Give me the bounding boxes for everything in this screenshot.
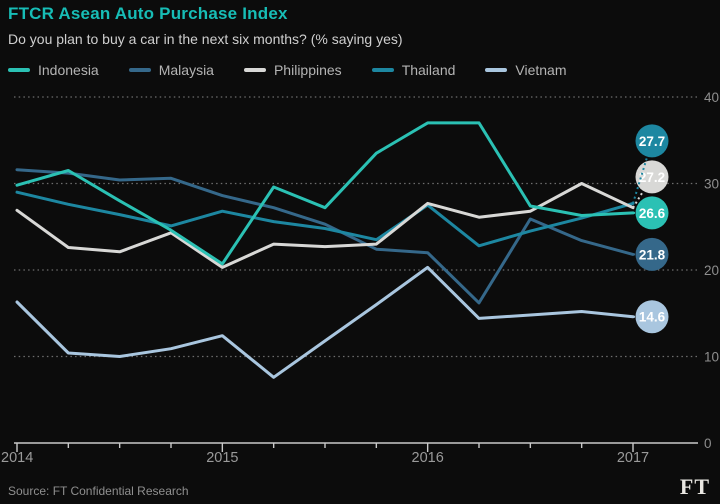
end-badge-value: 27.7: [639, 134, 665, 149]
indonesia-line-swatch-icon: [8, 68, 30, 72]
y-axis-tick-label: 30: [704, 177, 719, 192]
end-badge-value: 26.6: [639, 206, 666, 221]
malaysia-line: [15, 168, 635, 305]
vietnam-line: [15, 265, 635, 379]
ft-logo: FT: [679, 474, 710, 499]
legend-label: Thailand: [401, 62, 456, 78]
thailand-end-badge: [635, 124, 669, 158]
legend-label: Philippines: [273, 62, 342, 78]
y-axis-tick-label: 20: [704, 263, 719, 278]
legend-label: Malaysia: [158, 62, 214, 78]
legend-item-thailand: Thailand: [371, 62, 456, 78]
philippines-line-swatch-icon: [243, 68, 266, 72]
vietnam-line-swatch-icon: [485, 68, 508, 72]
legend-item-vietnam: Vietnam: [485, 62, 567, 78]
source-note: Source: FT Confidential Research: [8, 484, 189, 498]
page-title: FTCR Asean Auto Purchase Index: [8, 4, 288, 23]
vietnam-end-badge: [635, 300, 669, 334]
malaysia-line-swatch-icon: [128, 68, 151, 72]
indonesia-line: [15, 121, 635, 266]
chart-subtitle: Do you plan to buy a car in the next six…: [8, 31, 403, 47]
philippines-line: [15, 182, 635, 269]
end-badge-value: 27.2: [639, 170, 665, 185]
y-axis-tick-label: 10: [704, 350, 719, 365]
end-badge-value: 14.6: [639, 310, 666, 325]
malaysia-end-badge: [635, 237, 669, 271]
end-label-leader: [632, 140, 653, 204]
legend: Indonesia Malaysia Philippines Thailand …: [8, 60, 567, 80]
thailand-line: [15, 190, 635, 248]
legend-item-indonesia: Indonesia: [8, 62, 99, 78]
legend-item-malaysia: Malaysia: [128, 62, 214, 78]
x-axis-year-label: 2015: [206, 450, 238, 466]
legend-item-philippines: Philippines: [243, 62, 342, 78]
x-axis-year-label: 2016: [412, 450, 444, 466]
thailand-line-swatch-icon: [371, 68, 394, 72]
x-axis-year-label: 2017: [617, 450, 649, 466]
x-axis-year-label: 2014: [1, 450, 33, 466]
indonesia-end-badge: [635, 196, 669, 230]
y-axis-tick-label: 40: [704, 90, 719, 105]
y-axis-tick-label: 0: [704, 436, 712, 451]
end-badge-value: 21.8: [639, 247, 666, 262]
legend-label: Vietnam: [515, 62, 567, 78]
legend-label: Indonesia: [38, 62, 99, 78]
